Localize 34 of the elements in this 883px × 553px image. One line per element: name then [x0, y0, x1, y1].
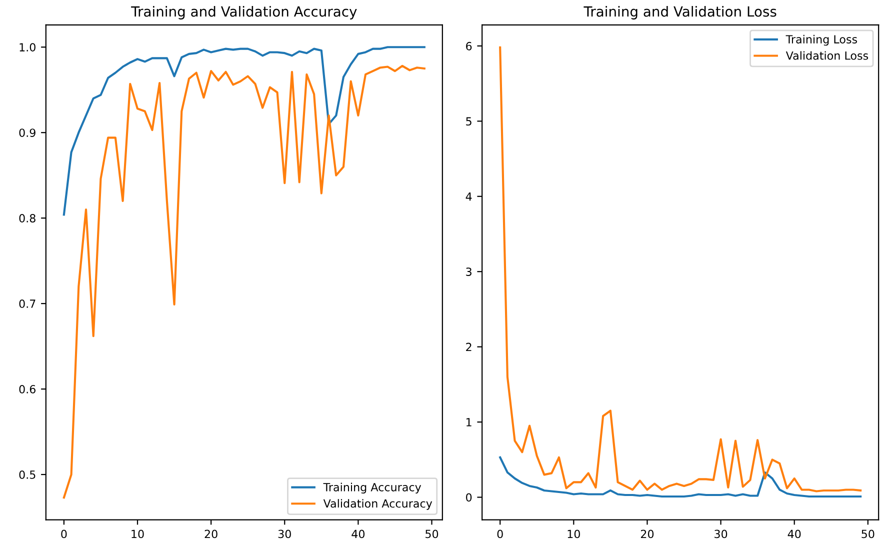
x-tick-label: 30 — [714, 530, 728, 538]
x-tick-label: 20 — [640, 530, 654, 538]
y-tick-label: 0.5 — [19, 470, 36, 479]
y-tick-label: 0.6 — [19, 385, 36, 394]
x-tick-label: 10 — [568, 530, 580, 538]
x-tick-label: 0 — [497, 530, 503, 538]
x-tick-label: 40 — [352, 530, 365, 538]
y-tick-label: 1 — [466, 418, 472, 426]
y-tick-label: 0.7 — [19, 300, 36, 308]
y-tick-label: 5 — [466, 117, 472, 126]
legend-label: Training Accuracy — [323, 482, 422, 494]
y-tick-label: 0.9 — [19, 128, 36, 137]
chart-title: Training and Validation Loss — [584, 6, 776, 20]
line-series — [62, 64, 426, 499]
y-tick-label: 4 — [466, 192, 472, 201]
y-tick-label: 2 — [466, 342, 472, 352]
chart-title: Training and Validation Accuracy — [131, 6, 357, 20]
legend-label: Validation Loss — [786, 51, 868, 60]
x-tick-label: 20 — [204, 530, 218, 538]
x-tick-label: 0 — [61, 530, 67, 538]
x-tick-label: 50 — [426, 530, 438, 538]
x-tick-label: 50 — [862, 530, 874, 538]
line-series — [62, 46, 426, 216]
legend-label: Training Loss — [786, 34, 858, 46]
legend-label: Validation Accuracy — [323, 499, 432, 510]
y-tick-label: 1.0 — [20, 43, 36, 52]
x-tick-label: 40 — [788, 530, 801, 538]
x-tick-label: 10 — [132, 530, 144, 538]
x-tick-label: 30 — [278, 530, 291, 538]
line-series — [499, 456, 862, 498]
y-tick-label: 6 — [466, 42, 472, 50]
y-tick-label: 0.8 — [19, 214, 36, 222]
y-tick-label: 3 — [466, 268, 472, 276]
y-tick-label: 0 — [466, 493, 472, 502]
